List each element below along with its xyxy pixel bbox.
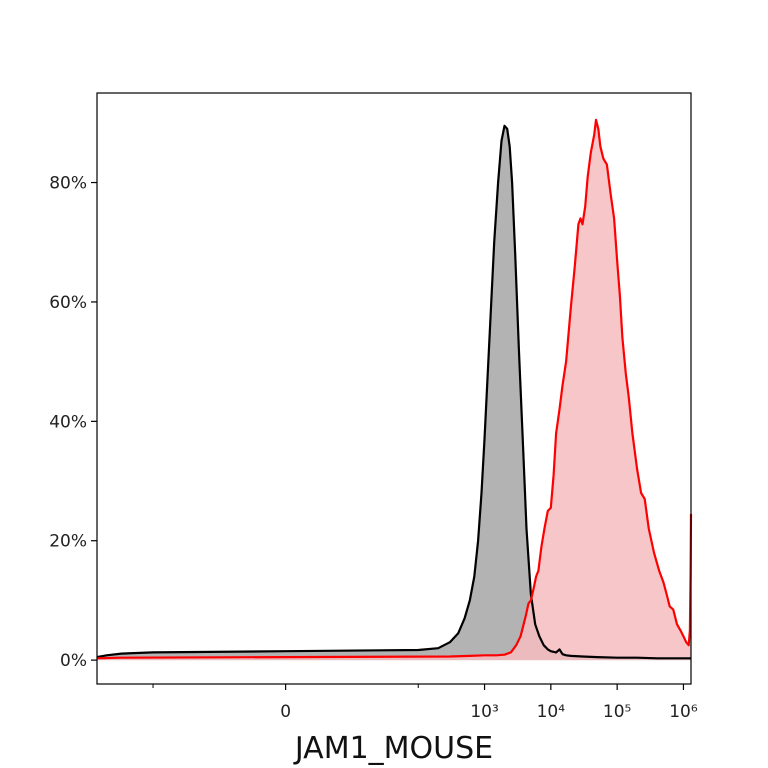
y-tick-label: 20% (49, 532, 87, 552)
y-tick-label: 0% (60, 651, 87, 671)
x-tick-label: 10⁵ (603, 702, 631, 722)
axes-frame (96, 92, 692, 685)
plot-area (96, 118, 693, 661)
x-tick-label: 10³ (470, 702, 498, 722)
y-tick-label: 80% (49, 174, 87, 194)
x-axis-label: JAM1_MOUSE (293, 731, 493, 766)
series-2-area (97, 119, 691, 661)
y-tick-label: 60% (49, 293, 87, 313)
x-tick-label: 10⁶ (669, 702, 698, 722)
series-2-line (96, 118, 693, 660)
series-1-line (96, 124, 691, 660)
x-tick-label: 10⁴ (537, 702, 566, 722)
y-tick-label: 40% (49, 412, 87, 432)
x-tick-label: 0 (280, 702, 291, 722)
axis-ticks: 0% 20% 40% 60% 80% 0 10³ 10⁴ 10⁵ 10⁶ (49, 174, 698, 722)
